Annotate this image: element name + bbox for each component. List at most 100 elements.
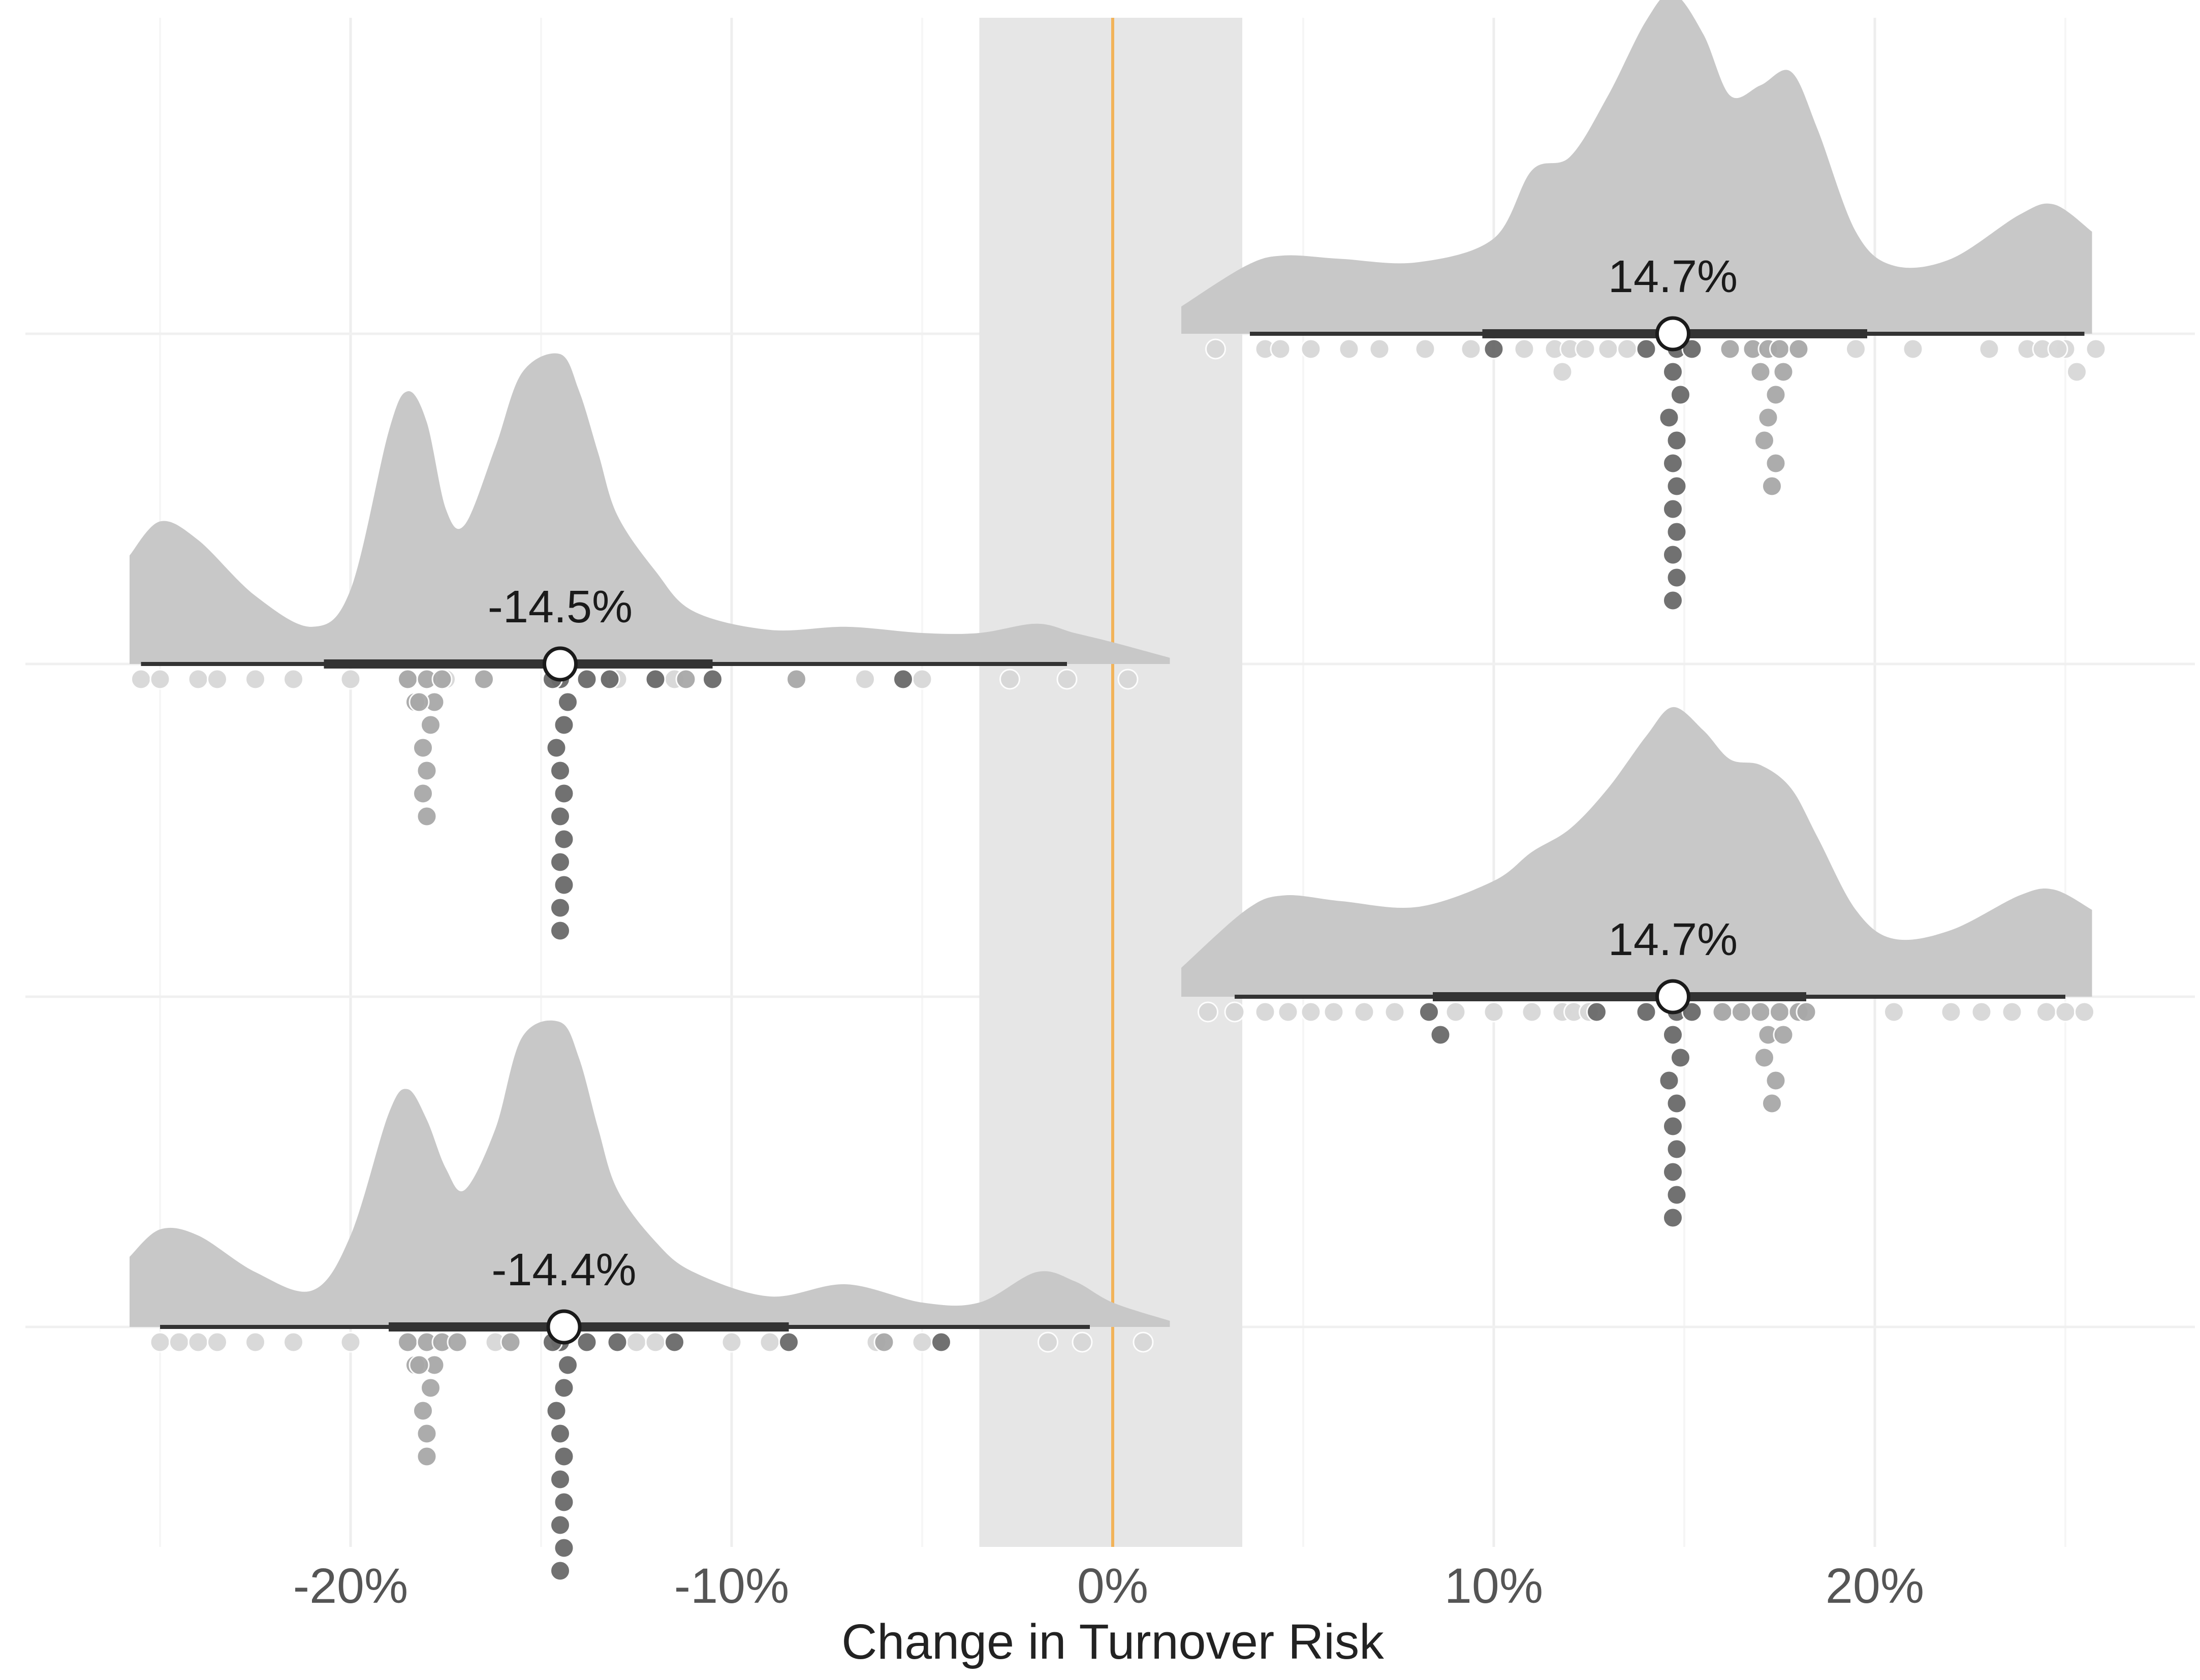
x-tick-label: -10% xyxy=(674,1558,789,1613)
density-curve xyxy=(1181,0,2092,334)
dot-dark xyxy=(778,1332,799,1353)
dot-light xyxy=(149,1332,171,1353)
dot-mid xyxy=(447,1332,468,1353)
dot-mid xyxy=(1754,430,1775,451)
dot-mid xyxy=(786,669,807,690)
dot-light xyxy=(169,1332,190,1353)
dot-light xyxy=(1384,1001,1405,1023)
dot-light xyxy=(626,1332,647,1353)
dot-light xyxy=(1971,1001,1992,1023)
estimate-label: 14.7% xyxy=(1608,251,1738,302)
dot-light xyxy=(855,669,875,690)
density-curve xyxy=(130,1020,1170,1327)
dot-light xyxy=(2074,1001,2095,1023)
dot-light xyxy=(340,1332,361,1353)
dot-mid xyxy=(431,669,453,690)
dot-dark xyxy=(550,897,571,918)
point-estimate xyxy=(546,1309,582,1345)
dot-light xyxy=(1254,1001,1276,1023)
dot-mid xyxy=(416,1446,437,1467)
dot-dark xyxy=(1681,1001,1703,1023)
dot-dark xyxy=(553,829,575,850)
dot-dark xyxy=(550,1560,571,1581)
dot-light xyxy=(245,669,266,690)
dot-dark xyxy=(553,1537,575,1559)
dot-light xyxy=(1323,1001,1344,1023)
point-estimate xyxy=(543,646,578,682)
dot-light xyxy=(1369,338,1390,360)
dot-dark xyxy=(546,1400,567,1421)
dot-dark xyxy=(1662,1207,1683,1228)
dot-dark xyxy=(553,1492,575,1513)
dot-dark xyxy=(553,1377,575,1399)
dot-light xyxy=(1978,338,2000,360)
dot-dark xyxy=(550,851,571,873)
dot-light xyxy=(1415,338,1436,360)
dot-light xyxy=(2036,1001,2057,1023)
dot-light xyxy=(283,669,304,690)
dot-dark xyxy=(550,806,571,827)
dot-mid xyxy=(675,669,697,690)
dot-light xyxy=(2085,338,2107,360)
dot-mid xyxy=(1712,1001,1733,1023)
dot-light xyxy=(1552,361,1573,383)
dot-mid xyxy=(500,1332,521,1353)
dot-dark xyxy=(893,669,914,690)
dot-light xyxy=(1483,1001,1504,1023)
dot-light xyxy=(207,1332,228,1353)
panels: 14.7% -14.5% 14.7% -14.4% xyxy=(130,0,2107,1581)
dot-light xyxy=(207,669,228,690)
dot-light xyxy=(2047,338,2068,360)
dot-dark xyxy=(1662,498,1683,520)
dot-mid xyxy=(397,1332,418,1353)
dot-dark xyxy=(550,760,571,781)
dot-light xyxy=(999,669,1020,690)
dot-light xyxy=(187,669,209,690)
dot-dark xyxy=(550,920,571,941)
dots xyxy=(131,669,1139,941)
dot-light xyxy=(1072,1332,1093,1353)
dot-light xyxy=(245,1332,266,1353)
dot-light xyxy=(1133,1332,1154,1353)
dot-light xyxy=(721,1332,742,1353)
dot-dark xyxy=(557,691,578,713)
dot-light xyxy=(283,1332,304,1353)
dot-light xyxy=(1117,669,1139,690)
x-tick-label: 10% xyxy=(1444,1558,1543,1613)
dot-dark xyxy=(1670,384,1691,405)
dot-dark xyxy=(1662,1161,1683,1183)
dot-mid xyxy=(1769,338,1790,360)
dot-mid xyxy=(408,1354,430,1376)
dot-dark xyxy=(550,1514,571,1536)
dot-light xyxy=(759,1332,780,1353)
dot-dark xyxy=(576,1332,598,1353)
dot-dark xyxy=(1662,453,1683,474)
dot-mid xyxy=(413,737,433,758)
dot-mid xyxy=(1788,338,1809,360)
dot-mid xyxy=(1754,1047,1775,1068)
point-estimate xyxy=(1655,979,1690,1015)
dot-dark xyxy=(1666,430,1687,451)
x-axis-title: Change in Turnover Risk xyxy=(841,1614,1384,1669)
dot-dark xyxy=(557,1354,578,1376)
dot-dark xyxy=(1666,1093,1687,1114)
dot-dark xyxy=(599,669,620,690)
point-estimate xyxy=(1655,316,1690,352)
dot-mid xyxy=(416,806,437,827)
dot-light xyxy=(1845,338,1866,360)
dot-dark xyxy=(1636,338,1657,360)
dot-mid xyxy=(1765,384,1786,405)
dot-light xyxy=(340,669,361,690)
dot-light xyxy=(1521,1001,1543,1023)
dot-mid xyxy=(420,714,441,736)
dot-dark xyxy=(1658,1070,1680,1091)
dot-dark xyxy=(1483,338,1504,360)
dot-mid xyxy=(408,691,430,713)
dot-dark xyxy=(931,1332,952,1353)
dot-dark xyxy=(553,783,575,804)
estimate-label: -14.4% xyxy=(491,1245,636,1295)
dot-light xyxy=(1300,1001,1322,1023)
dot-light xyxy=(1300,338,1322,360)
dot-dark xyxy=(1658,407,1680,428)
dot-light xyxy=(1224,1001,1245,1023)
